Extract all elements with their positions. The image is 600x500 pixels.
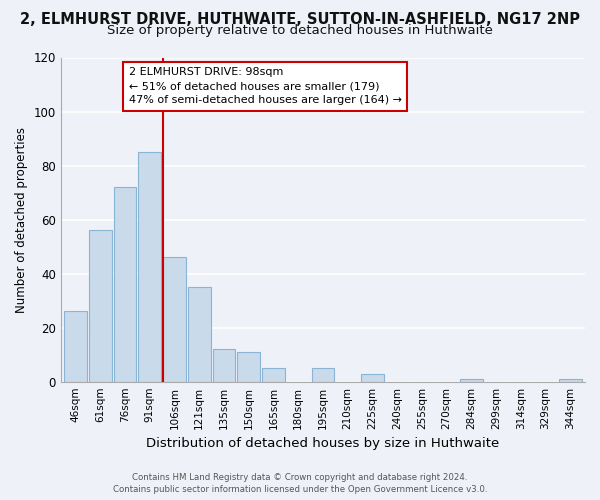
Text: Size of property relative to detached houses in Huthwaite: Size of property relative to detached ho… — [107, 24, 493, 37]
Bar — [64, 312, 87, 382]
Bar — [114, 187, 136, 382]
Text: 2, ELMHURST DRIVE, HUTHWAITE, SUTTON-IN-ASHFIELD, NG17 2NP: 2, ELMHURST DRIVE, HUTHWAITE, SUTTON-IN-… — [20, 12, 580, 28]
Bar — [89, 230, 112, 382]
Y-axis label: Number of detached properties: Number of detached properties — [15, 126, 28, 312]
Text: 2 ELMHURST DRIVE: 98sqm
← 51% of detached houses are smaller (179)
47% of semi-d: 2 ELMHURST DRIVE: 98sqm ← 51% of detache… — [129, 67, 402, 105]
Bar — [311, 368, 334, 382]
Bar — [361, 374, 384, 382]
Bar — [238, 352, 260, 382]
Bar — [262, 368, 285, 382]
Bar — [212, 350, 235, 382]
Bar — [163, 258, 186, 382]
Bar — [188, 287, 211, 382]
Text: Contains HM Land Registry data © Crown copyright and database right 2024.
Contai: Contains HM Land Registry data © Crown c… — [113, 472, 487, 494]
X-axis label: Distribution of detached houses by size in Huthwaite: Distribution of detached houses by size … — [146, 437, 500, 450]
Bar — [139, 152, 161, 382]
Bar — [460, 379, 482, 382]
Bar — [559, 379, 581, 382]
